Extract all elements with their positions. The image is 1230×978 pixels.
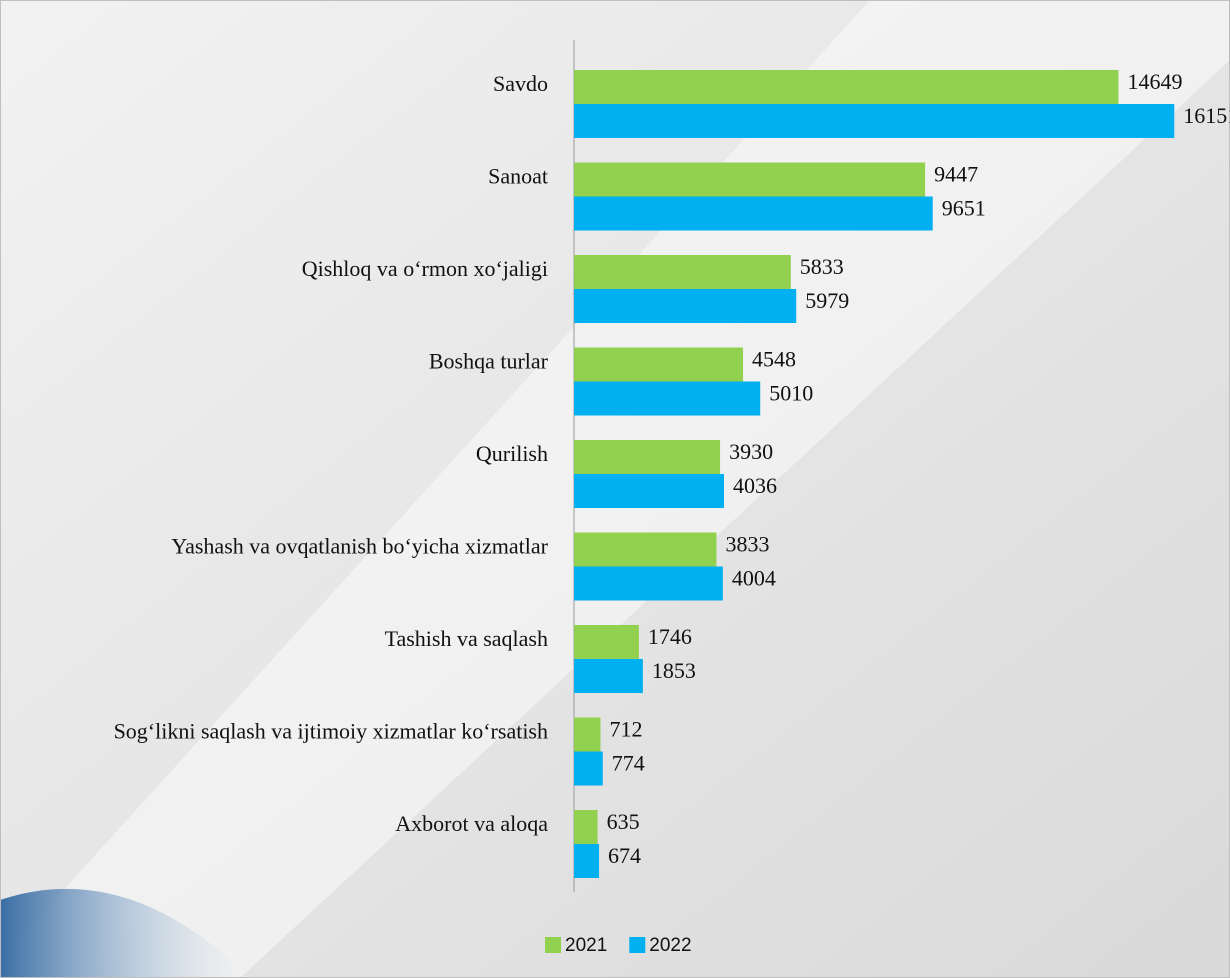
value-label: 9651 xyxy=(942,196,986,221)
value-label: 674 xyxy=(608,843,641,868)
bar xyxy=(574,162,926,197)
category-label: Boshqa turlar xyxy=(429,349,549,374)
category-label: Savdo xyxy=(493,71,548,96)
value-label: 5833 xyxy=(800,254,844,279)
bar xyxy=(574,104,1175,138)
bar xyxy=(574,717,601,752)
bar xyxy=(574,381,761,416)
value-label: 4004 xyxy=(732,566,776,591)
value-label: 712 xyxy=(609,717,642,742)
bar xyxy=(574,810,598,844)
bar xyxy=(574,532,717,567)
bar xyxy=(574,196,933,231)
category-label: Tashish va saqlash xyxy=(385,626,548,651)
bar xyxy=(574,751,603,786)
bar xyxy=(574,440,721,474)
bar xyxy=(574,566,723,601)
value-label: 4036 xyxy=(733,473,777,498)
bar xyxy=(574,474,725,508)
value-label: 3833 xyxy=(725,532,769,557)
legend-swatch xyxy=(545,937,561,953)
bar xyxy=(574,625,639,659)
category-label: Sog‘likni saqlash va ijtimoiy xizmatlar … xyxy=(114,719,548,744)
category-label: Sanoat xyxy=(488,164,548,189)
value-label: 5010 xyxy=(769,381,813,406)
value-label: 774 xyxy=(612,751,645,776)
legend-swatch xyxy=(629,937,646,953)
legend-label: 2022 xyxy=(649,935,691,956)
bar xyxy=(574,255,791,289)
value-label: 16151 xyxy=(1183,103,1230,128)
category-label: Qishloq va o‘rmon xo‘jaligi xyxy=(302,256,548,281)
bar xyxy=(574,289,797,323)
value-label: 5979 xyxy=(805,288,849,313)
value-label: 3930 xyxy=(729,439,773,464)
category-label: Axborot va aloqa xyxy=(395,811,548,836)
legend-label: 2021 xyxy=(565,935,607,956)
bar xyxy=(574,844,600,878)
value-label: 9447 xyxy=(934,162,978,187)
background-shape xyxy=(0,888,240,978)
value-label: 4548 xyxy=(752,347,796,372)
bar xyxy=(574,347,744,382)
value-label: 1746 xyxy=(648,624,692,649)
value-label: 1853 xyxy=(652,658,696,683)
category-label: Yashash va ovqatlanish bo‘yicha xizmatla… xyxy=(171,534,548,559)
category-label: Qurilish xyxy=(476,441,548,466)
value-label: 14649 xyxy=(1127,69,1182,94)
bar xyxy=(574,70,1119,104)
bar xyxy=(574,659,643,693)
value-label: 635 xyxy=(607,809,640,834)
